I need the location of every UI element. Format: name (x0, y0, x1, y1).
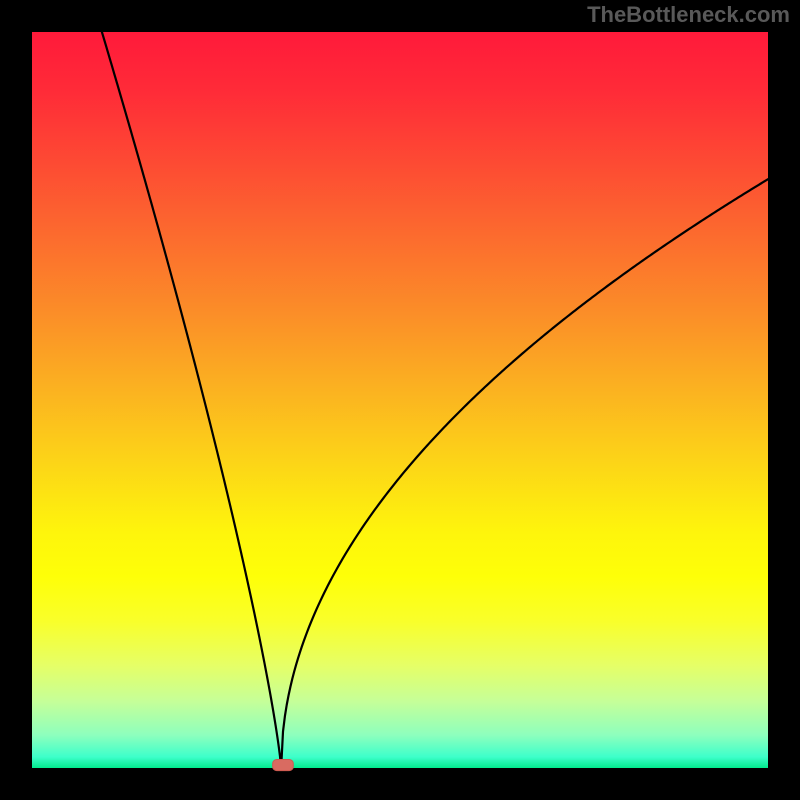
sweet-spot-marker (273, 760, 294, 771)
bottleneck-curve-chart (0, 0, 800, 800)
watermark-text: TheBottleneck.com (587, 2, 790, 28)
chart-container: TheBottleneck.com (0, 0, 800, 800)
plot-background (32, 32, 768, 768)
